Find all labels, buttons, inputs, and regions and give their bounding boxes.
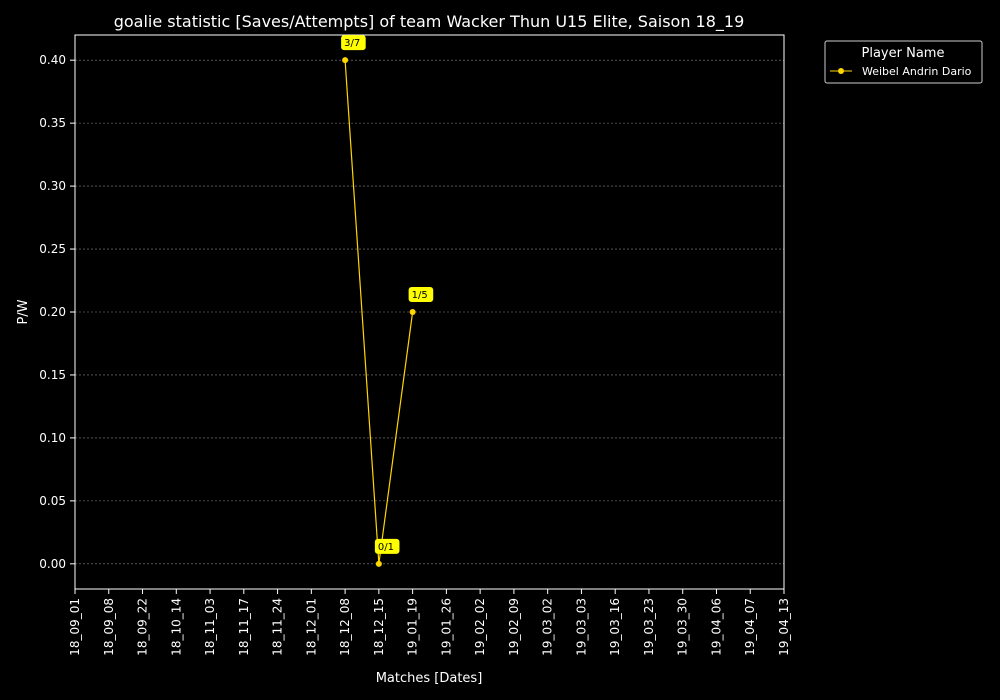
x-tick-label: 19_03_03 bbox=[574, 598, 588, 656]
y-tick-label: 0.35 bbox=[39, 116, 66, 130]
legend-entry-label: Weibel Andrin Dario bbox=[862, 65, 972, 78]
x-tick-label: 18_12_08 bbox=[338, 598, 352, 656]
data-point bbox=[409, 309, 416, 315]
x-tick-label: 19_03_16 bbox=[608, 598, 622, 656]
y-tick-label: 0.25 bbox=[39, 242, 66, 256]
x-axis: 18_09_01 18_09_08 18_09_22 18_10_14 18_11_03… bbox=[68, 589, 791, 656]
x-tick-label: 19_03_23 bbox=[642, 598, 656, 656]
y-tick-label: 0.30 bbox=[39, 179, 66, 193]
data-label-box bbox=[408, 287, 434, 302]
x-tick-label: 18_11_24 bbox=[271, 598, 285, 656]
y-axis: 0.00 0.05 0.10 0.15 0.20 0.25 0.30 0.35 0.40 bbox=[39, 53, 75, 571]
y-tick-label: 0.10 bbox=[39, 431, 66, 445]
data-label-box bbox=[374, 538, 400, 554]
x-tick-label: 19_04_13 bbox=[777, 598, 791, 656]
data-label-box bbox=[341, 35, 366, 51]
x-tick-label: 19_04_07 bbox=[743, 598, 757, 656]
x-tick-label: 19_02_02 bbox=[473, 598, 487, 656]
x-tick-label: 19_02_09 bbox=[507, 598, 521, 656]
x-tick-label: 18_09_01 bbox=[68, 598, 82, 656]
data-label: 3/7 bbox=[344, 38, 360, 49]
x-tick-label: 18_11_03 bbox=[203, 598, 217, 656]
legend: Player Name Weibel Andrin Dario bbox=[824, 40, 983, 84]
series-layer: 3/7 0/1 1/5 bbox=[341, 35, 434, 567]
data-point bbox=[375, 560, 382, 567]
y-axis-label: P/W bbox=[16, 299, 31, 324]
y-tick-label: 0.20 bbox=[39, 305, 66, 319]
x-tick-label: 19_03_02 bbox=[541, 598, 555, 656]
data-point bbox=[342, 57, 349, 64]
x-tick-label: 19_03_30 bbox=[676, 598, 690, 656]
x-tick-label: 18_09_22 bbox=[136, 598, 150, 656]
y-tick-label: 0.40 bbox=[39, 53, 66, 67]
data-label: 0/1 bbox=[378, 542, 394, 553]
legend-box bbox=[824, 40, 983, 84]
x-tick-label: 19_01_19 bbox=[406, 598, 420, 656]
y-tick-label: 0.05 bbox=[39, 494, 66, 508]
legend-marker bbox=[838, 68, 844, 74]
x-tick-label: 18_09_08 bbox=[102, 598, 116, 656]
x-tick-label: 19_01_26 bbox=[439, 598, 453, 656]
x-tick-label: 18_11_17 bbox=[237, 598, 251, 656]
x-axis-label: Matches [Dates] bbox=[376, 671, 483, 686]
y-tick-label: 0.15 bbox=[39, 368, 66, 382]
plot-area bbox=[74, 34, 785, 590]
legend-title: Player Name bbox=[862, 46, 945, 61]
x-tick-label: 18_10_14 bbox=[169, 598, 183, 656]
x-tick-label: 19_04_06 bbox=[709, 598, 723, 656]
data-label: 1/5 bbox=[412, 290, 428, 301]
chart-title: goalie statistic [Saves/Attempts] of tea… bbox=[114, 12, 745, 32]
x-tick-label: 18_12_01 bbox=[304, 598, 318, 656]
y-tick-label: 0.00 bbox=[39, 557, 66, 571]
grid-lines bbox=[75, 59, 784, 565]
x-tick-label: 18_12_15 bbox=[372, 598, 386, 656]
